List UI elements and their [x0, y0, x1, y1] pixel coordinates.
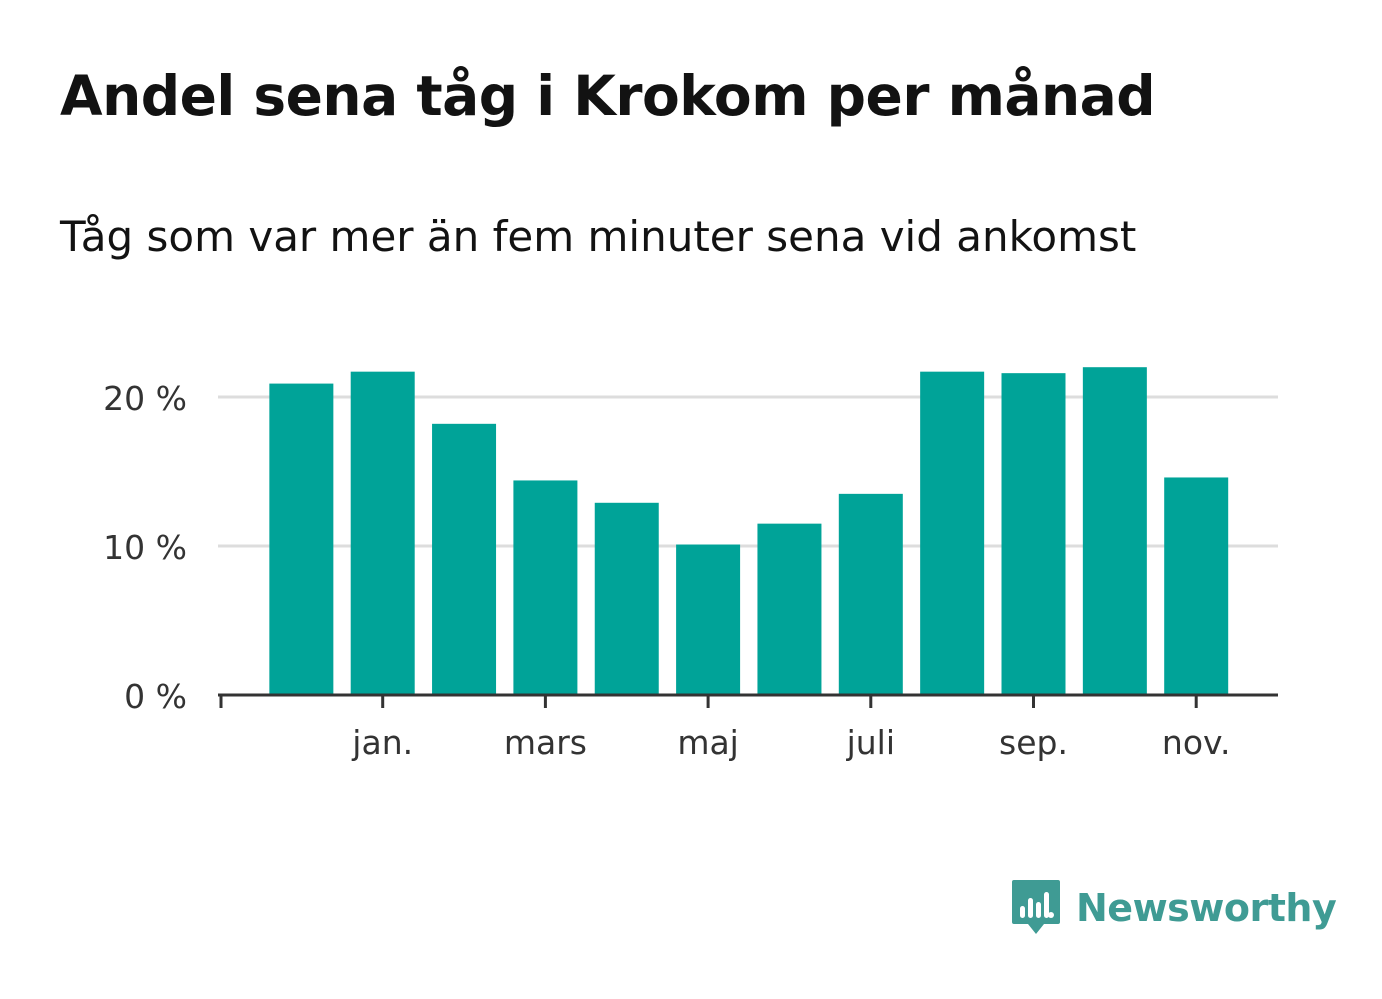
newsworthy-logo-icon	[1012, 880, 1060, 934]
y-tick-label: 0 %	[124, 677, 187, 716]
bar	[432, 423, 497, 695]
bar	[920, 371, 985, 695]
y-tick-label: 10 %	[103, 528, 187, 567]
x-tick-label: maj	[677, 723, 739, 762]
x-tick-label: sep.	[999, 723, 1068, 762]
chart-subtitle: Tåg som var mer än fem minuter sena vid …	[60, 212, 1137, 261]
bar	[838, 493, 903, 695]
x-tick-label: juli	[846, 723, 895, 762]
bar	[269, 383, 334, 695]
bar	[757, 523, 822, 695]
x-axis	[218, 693, 1278, 708]
brand-name: Newsworthy	[1076, 886, 1337, 930]
bar	[1164, 477, 1229, 695]
axis-labels: 0 % 10 % 20 % jan. mars maj juli sep. nov.	[103, 379, 1230, 762]
bars	[269, 367, 1229, 695]
x-tick-label: jan.	[351, 723, 413, 762]
bar	[513, 480, 578, 695]
brand-logo: Newsworthy	[1010, 878, 1337, 938]
bar	[676, 544, 741, 695]
x-tick-label: mars	[504, 723, 587, 762]
bar	[594, 502, 659, 695]
x-tick-label: nov.	[1162, 723, 1231, 762]
bar	[1082, 367, 1147, 695]
y-tick-label: 20 %	[103, 379, 187, 418]
bar	[1001, 373, 1066, 695]
chart-title: Andel sena tåg i Krokom per månad	[60, 64, 1156, 128]
bar	[350, 371, 415, 695]
